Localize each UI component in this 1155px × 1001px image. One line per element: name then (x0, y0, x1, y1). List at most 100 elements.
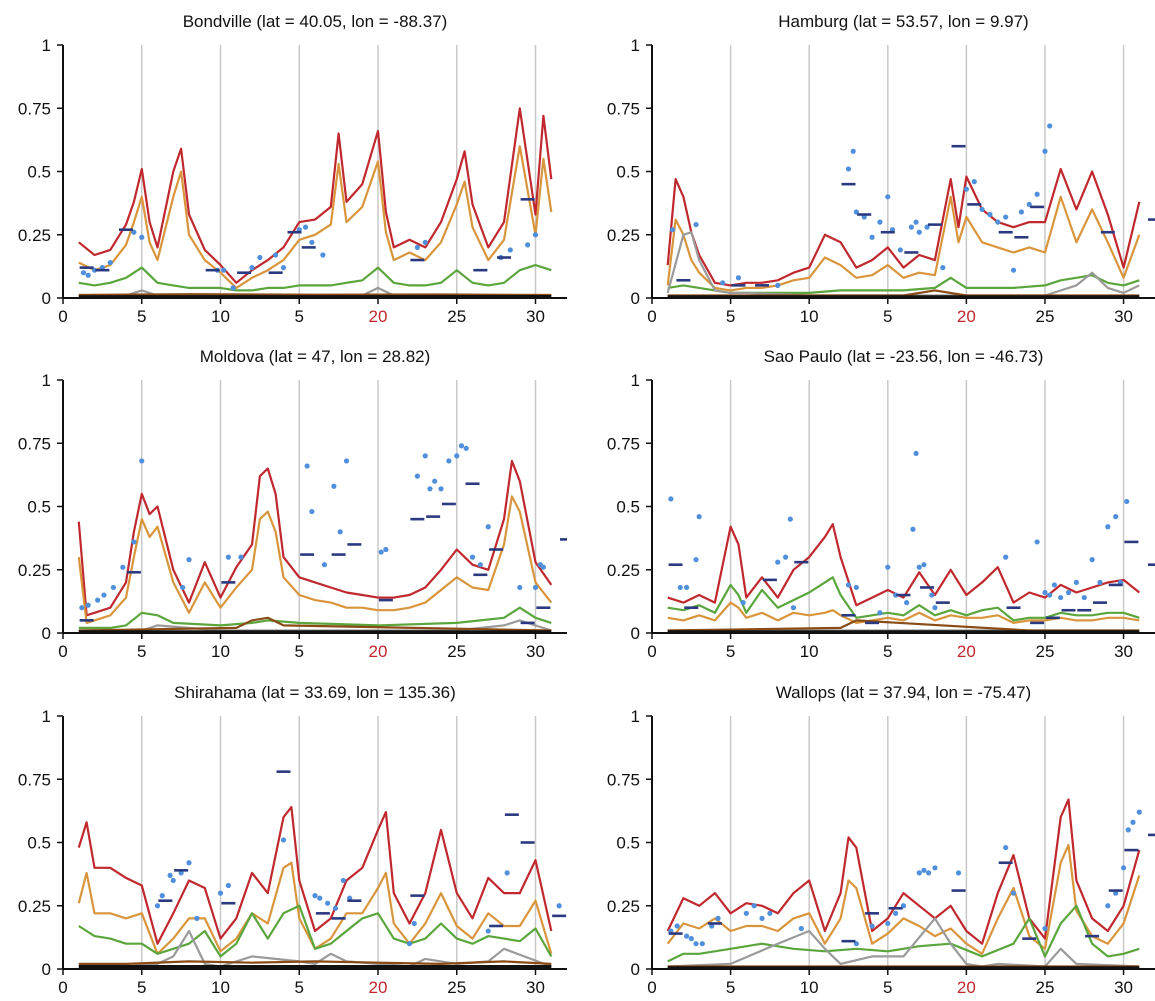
obs-dot (916, 229, 922, 235)
x-tick-label: 20 (369, 307, 388, 326)
series-line-green (78, 264, 552, 292)
obs-dot (1089, 557, 1095, 563)
y-tick-label: 0.25 (18, 897, 51, 916)
x-tick-label: 10 (800, 642, 819, 661)
obs-dot (693, 557, 699, 563)
obs-dot (787, 516, 793, 522)
obs-dot (469, 554, 476, 560)
x-tick-label: 0 (647, 307, 656, 326)
panel-title: Sao Paulo (lat = -23.56, lon = -46.73) (764, 347, 1044, 366)
obs-dot (1125, 827, 1131, 833)
y-tick-label: 0.25 (607, 226, 640, 245)
obs-dot (422, 453, 428, 459)
obs-dot (507, 247, 513, 253)
obs-dot (987, 211, 993, 218)
obs-dot (230, 285, 236, 291)
obs-dot (280, 265, 287, 271)
obs-dot (280, 837, 287, 843)
obs-dot (85, 602, 91, 608)
obs-dot (979, 206, 985, 213)
obs-dot (908, 224, 914, 230)
obs-dot (422, 239, 428, 245)
x-tick-label: 25 (1036, 642, 1055, 661)
series-line-red (667, 523, 1140, 607)
obs-dot (186, 557, 192, 563)
obs-dot (309, 508, 315, 515)
obs-dot (1051, 582, 1057, 588)
x-tick-label: 30 (526, 642, 545, 661)
obs-dot (414, 244, 420, 250)
obs-dot (1130, 819, 1136, 825)
x-tick-label: 10 (211, 642, 230, 661)
obs-dot (693, 941, 699, 947)
series-line-orange (77, 861, 553, 955)
y-tick-label: 0.5 (616, 498, 640, 517)
obs-dot (378, 549, 384, 555)
x-tick-label: 0 (58, 307, 67, 326)
obs-dot (463, 445, 469, 451)
obs-dot (921, 562, 927, 568)
x-tick-label: 5 (883, 978, 892, 997)
x-tick-label: 10 (800, 307, 819, 326)
obs-dot (79, 605, 85, 611)
series-line-orange (666, 843, 1141, 955)
obs-dot (194, 915, 200, 922)
obs-dot (312, 893, 318, 899)
obs-dot (139, 458, 145, 464)
obs-dot (916, 870, 922, 876)
x-tick-label: 30 (1114, 642, 1133, 661)
obs-dot (139, 234, 145, 240)
obs-dot (317, 895, 323, 901)
obs-dot (775, 282, 781, 288)
x-tick-label: 0 (647, 978, 656, 997)
y-tick-label: 1 (42, 707, 51, 726)
x-tick-label: 0 (58, 978, 67, 997)
obs-dot (340, 877, 346, 884)
obs-dot (383, 546, 389, 553)
obs-dot (485, 524, 491, 530)
obs-dot (331, 483, 337, 489)
series-line-red (666, 167, 1141, 287)
obs-dot (877, 219, 883, 225)
obs-dot (885, 920, 891, 927)
obs-dot (877, 610, 883, 616)
x-tick-label: 5 (726, 642, 735, 661)
obs-dot (238, 554, 244, 560)
obs-dot (221, 267, 227, 273)
obs-dot (1042, 589, 1048, 596)
obs-dot (696, 514, 702, 520)
obs-dot (850, 148, 856, 154)
x-tick-label: 25 (1036, 307, 1055, 326)
obs-dot (1124, 498, 1130, 505)
obs-dot (798, 925, 804, 932)
x-tick-label: 25 (1036, 978, 1055, 997)
obs-dot (454, 453, 460, 459)
y-tick-label: 0.75 (607, 770, 640, 789)
obs-dot (309, 239, 315, 245)
x-tick-label: 5 (726, 307, 735, 326)
obs-dot (325, 900, 331, 906)
x-tick-label: 5 (137, 307, 146, 326)
obs-dot (159, 893, 165, 899)
obs-dot (751, 903, 757, 909)
obs-dot (759, 915, 765, 922)
obs-dot (683, 933, 690, 939)
y-tick-label: 0 (631, 624, 640, 643)
series-line-red (77, 805, 553, 945)
y-tick-label: 0.5 (616, 163, 640, 182)
panel-title: Shirahama (lat = 33.69, lon = 135.36) (174, 683, 456, 702)
series-line-brown (78, 293, 552, 297)
obs-dot (101, 592, 107, 598)
obs-dot (1105, 524, 1111, 530)
x-tick-label: 25 (447, 307, 466, 326)
obs-dot (932, 865, 938, 871)
x-tick-label: 10 (211, 307, 230, 326)
obs-dot (893, 910, 899, 916)
obs-dot (845, 166, 852, 172)
obs-dot (916, 564, 922, 570)
obs-dot (532, 584, 539, 591)
